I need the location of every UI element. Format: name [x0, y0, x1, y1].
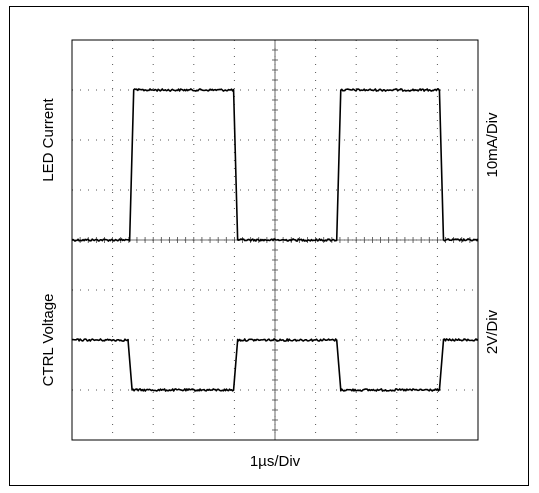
scale-label-led-current: 10mA/Div	[484, 112, 501, 178]
series-name-ctrl-voltage: CTRL Voltage	[40, 294, 57, 387]
traces	[71, 88, 479, 392]
scale-label-ctrl-voltage: 2V/Div	[484, 309, 501, 354]
figure-frame	[9, 6, 529, 486]
x-axis-label: 1µs/Div	[250, 453, 301, 470]
trace-led-current	[71, 88, 479, 242]
labels: 1µs/Div LED Current CTRL Voltage 10mA/Div 2V…	[40, 97, 501, 470]
series-name-led-current: LED Current	[40, 97, 57, 181]
trace-ctrl-voltage	[71, 338, 479, 392]
